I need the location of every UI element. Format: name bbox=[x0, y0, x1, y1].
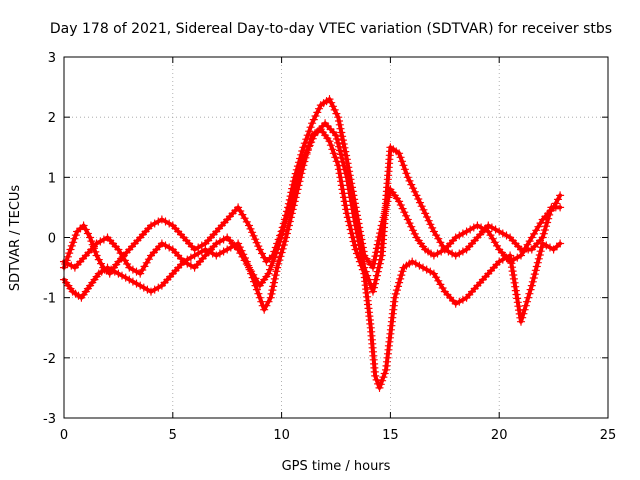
x-axis-label: GPS time / hours bbox=[282, 459, 391, 474]
series-3 bbox=[59, 119, 565, 296]
y-tick-label: -3 bbox=[43, 412, 56, 427]
x-tick-label: 0 bbox=[60, 428, 68, 443]
y-tick-label: 3 bbox=[48, 51, 56, 66]
series-2-plus-markers bbox=[59, 125, 565, 392]
y-tick-label: -1 bbox=[43, 292, 56, 307]
x-tick-label: 15 bbox=[382, 428, 399, 443]
y-axis-label: SDTVAR / TECUs bbox=[8, 185, 23, 292]
series-3-line bbox=[62, 121, 563, 294]
x-tick-label: 5 bbox=[169, 428, 177, 443]
x-tick-label: 20 bbox=[491, 428, 508, 443]
y-tick-label: 0 bbox=[48, 232, 56, 247]
x-tick-label: 25 bbox=[600, 428, 617, 443]
y-tick-label: 1 bbox=[48, 171, 56, 186]
series-2-line bbox=[62, 127, 563, 390]
y-tick-label: -2 bbox=[43, 352, 56, 367]
series-1 bbox=[59, 95, 565, 278]
y-tick-label: 2 bbox=[48, 111, 56, 126]
x-tick-label: 10 bbox=[273, 428, 290, 443]
series-2 bbox=[59, 125, 565, 392]
data-series-group bbox=[59, 95, 565, 392]
axis-ticks: 0 5 10 15 20 25 -3 -2 -1 0 1 2 3 bbox=[43, 51, 616, 443]
series-3-plus-markers bbox=[59, 119, 565, 296]
chart-title: Day 178 of 2021, Sidereal Day-to-day VTE… bbox=[50, 21, 612, 37]
series-1-plus-markers bbox=[59, 95, 565, 278]
